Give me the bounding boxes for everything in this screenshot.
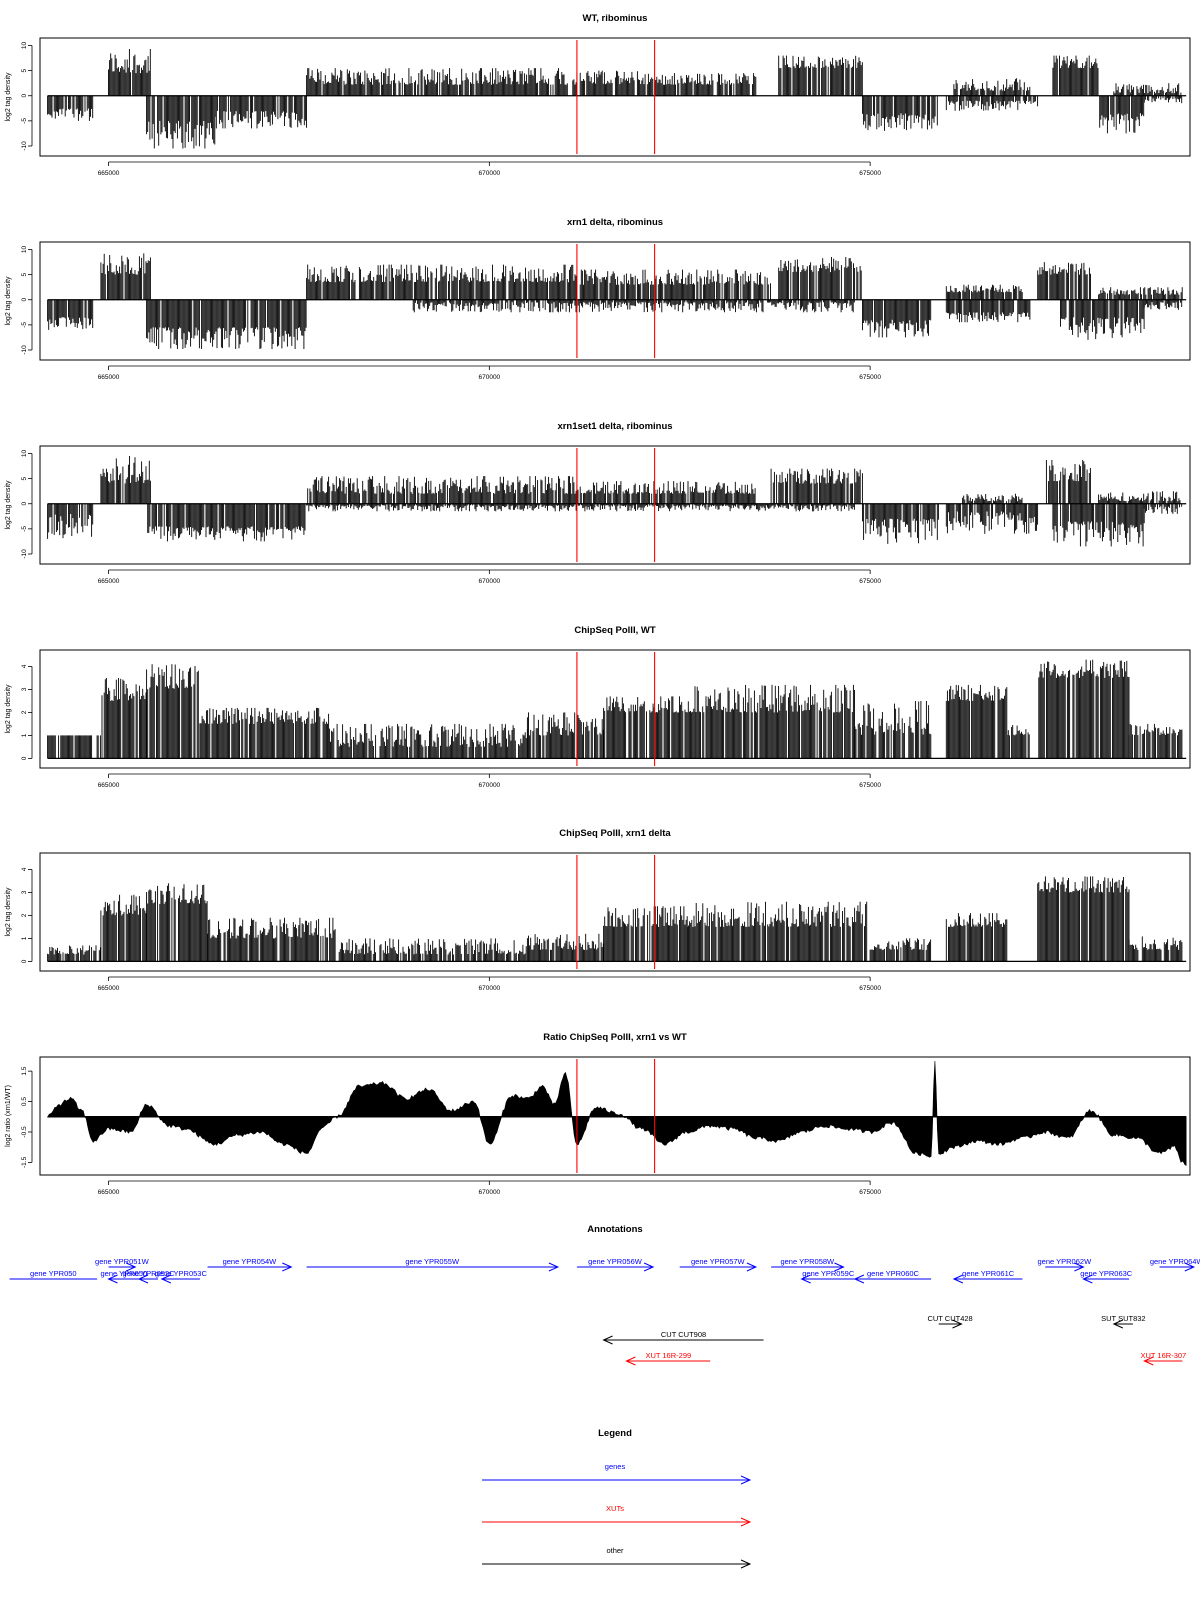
y-tick-label: -5 <box>21 526 28 532</box>
panel-wt: WT, ribominus -10 -5 0 5 10 log2 tag density 66… <box>5 13 1191 177</box>
y-tick-label: 10 <box>21 246 28 254</box>
x-tick-label: 670000 <box>478 578 500 585</box>
y-tick-label: 0 <box>21 959 28 963</box>
panel-title: ChipSeq PolII, WT <box>574 625 655 636</box>
x-tick-label: 675000 <box>859 578 881 585</box>
data-marks <box>47 253 1187 349</box>
plot-frame <box>39 37 1191 157</box>
x-tick-label: 665000 <box>98 374 120 381</box>
y-tick-label: -10 <box>21 345 28 355</box>
y-tick-label: 3 <box>21 890 28 894</box>
y-tick-label: -10 <box>21 549 28 559</box>
y-tick-label: 5 <box>21 272 28 276</box>
x-tick-label: 675000 <box>859 374 881 381</box>
panel-xrn1: xrn1 delta, ribominus -10 -5 0 5 10 log2 tag d… <box>5 217 1191 381</box>
x-tick-label: 670000 <box>478 782 500 789</box>
y-tick-label: 2 <box>21 913 28 917</box>
y-tick-label: 3 <box>21 687 28 691</box>
panel-chip_xrn1: ChipSeq PolII, xrn1 delta 0 1 2 3 4 log2 tag d… <box>5 828 1191 992</box>
panel-title: xrn1 delta, ribominus <box>567 217 663 228</box>
x-tick-label: 675000 <box>859 985 881 992</box>
panel-title: WT, ribominus <box>583 13 648 24</box>
y-tick-label: 10 <box>21 42 28 50</box>
y-tick-label: 5 <box>21 476 28 480</box>
x-tick-label: 665000 <box>98 170 120 177</box>
data-marks <box>47 49 1187 149</box>
data-marks <box>47 876 1187 963</box>
x-tick-label: 675000 <box>859 782 881 789</box>
y-tick-label: 0 <box>21 756 28 760</box>
plot-frame <box>39 241 1191 361</box>
y-tick-label: 4 <box>21 664 28 668</box>
x-tick-label: 665000 <box>98 985 120 992</box>
y-axis-label: log2 tag density <box>5 276 12 326</box>
y-tick-label: 4 <box>21 867 28 871</box>
y-tick-label: -10 <box>21 141 28 151</box>
y-tick-label: 0 <box>21 298 28 302</box>
plot-frame <box>39 649 1191 769</box>
y-axis-label: log2 tag density <box>5 684 12 734</box>
x-tick-label: 675000 <box>859 170 881 177</box>
y-tick-label: 10 <box>21 450 28 458</box>
y-axis-label: log2 tag density <box>5 887 12 937</box>
panel-chip_wt: ChipSeq PolII, WT 0 1 2 3 4 log2 tag density 66… <box>5 625 1191 789</box>
data-marks <box>47 456 1187 547</box>
y-tick-label: -5 <box>21 118 28 124</box>
panel-xrn1set1: xrn1set1 delta, ribominus -10 -5 0 5 10 log2 t… <box>5 421 1191 585</box>
y-axis-label: log2 tag density <box>5 72 12 122</box>
x-tick-label: 670000 <box>478 170 500 177</box>
x-tick-label: 665000 <box>98 782 120 789</box>
x-tick-label: 670000 <box>478 985 500 992</box>
y-tick-label: 1 <box>21 733 28 737</box>
x-tick-label: 665000 <box>98 578 120 585</box>
plot-frame <box>39 445 1191 565</box>
y-tick-label: 1 <box>21 936 28 940</box>
panel-title: xrn1set1 delta, ribominus <box>557 421 672 432</box>
plot-frame <box>39 852 1191 972</box>
y-axis-label: log2 tag density <box>5 480 12 530</box>
y-tick-label: -5 <box>21 322 28 328</box>
x-tick-label: 670000 <box>478 374 500 381</box>
y-tick-label: 0 <box>21 94 28 98</box>
panel-title: ChipSeq PolII, xrn1 delta <box>559 828 671 839</box>
y-tick-label: 5 <box>21 68 28 72</box>
data-marks <box>47 659 1187 760</box>
y-tick-label: 2 <box>21 710 28 714</box>
y-tick-label: 0 <box>21 502 28 506</box>
